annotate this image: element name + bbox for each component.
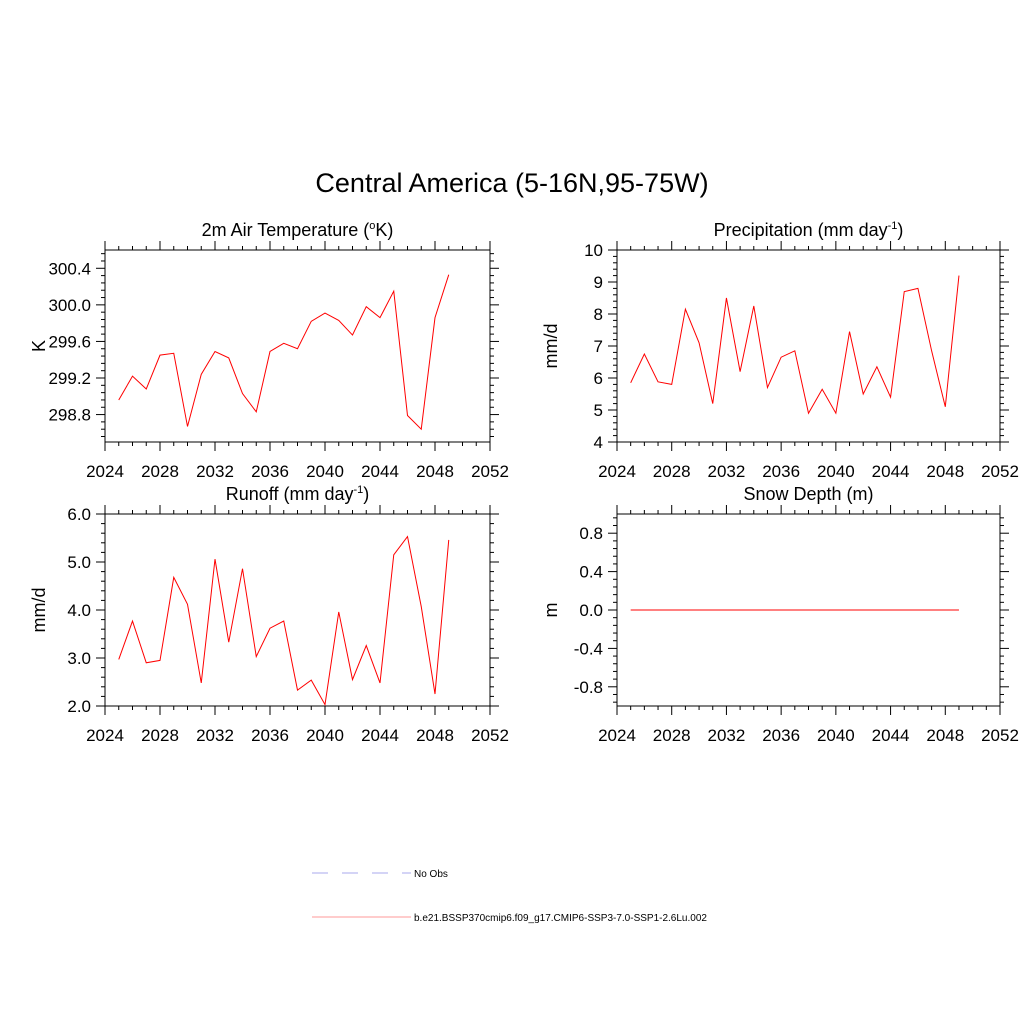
x-tick-label: 2052 [981, 462, 1019, 481]
x-tick-label: 2052 [981, 726, 1019, 745]
panel-0: 2m Air Temperature (oK) K 2024 2028 2032 2036… [29, 220, 509, 481]
y-tick-label: 300.0 [48, 296, 91, 315]
panel-1: Precipitation (mm day-1) mm/d 2024 2028 2032… [541, 220, 1019, 481]
x-tick-label: 2044 [872, 462, 910, 481]
y-tick-label: 6 [594, 369, 603, 388]
x-tick-label: 2032 [196, 726, 234, 745]
x-tick-label: 2036 [251, 462, 289, 481]
y-tick-label: 0.0 [579, 601, 603, 620]
series-line [630, 275, 960, 415]
panel-title: Snow Depth (m) [743, 484, 873, 504]
x-tick-label: 2028 [653, 726, 691, 745]
y-tick-label: 5.0 [67, 553, 91, 572]
x-tick-label: 2048 [416, 462, 454, 481]
x-tick-label: 2040 [817, 726, 855, 745]
x-tick-label: 2040 [817, 462, 855, 481]
y-tick-label: -0.8 [574, 678, 603, 697]
y-tick-label: 300.4 [48, 259, 91, 278]
y-tick-label: 6.0 [67, 505, 91, 524]
x-tick-label: 2044 [361, 726, 399, 745]
series-line [118, 274, 450, 431]
y-tick-label: -0.4 [574, 639, 603, 658]
x-tick-label: 2044 [872, 726, 910, 745]
x-tick-label: 2028 [141, 462, 179, 481]
panel-3: Snow Depth (m) m 2024 2028 2032 2036 2040 2044 2… [541, 484, 1019, 745]
x-tick-label: 2024 [598, 462, 636, 481]
plot-frame [104, 249, 491, 443]
panel-title: Runoff (mm day-1) [226, 484, 370, 504]
series-line [118, 535, 450, 707]
y-tick-label: 8 [594, 305, 603, 324]
x-tick-label: 2032 [708, 726, 746, 745]
x-tick-label: 2036 [762, 462, 800, 481]
y-axis-label: m [541, 603, 561, 618]
y-tick-label: 9 [594, 273, 603, 292]
panel-title: 2m Air Temperature (oK) [202, 220, 394, 240]
y-tick-label: 298.8 [48, 406, 91, 425]
x-tick-label: 2024 [86, 726, 124, 745]
x-tick-label: 2024 [598, 726, 636, 745]
y-axis-label: mm/d [541, 324, 561, 369]
y-tick-label: 3.0 [67, 649, 91, 668]
y-tick-label: 7 [594, 337, 603, 356]
y-tick-label: 10 [584, 241, 603, 260]
y-tick-label: 299.6 [48, 332, 91, 351]
panel-title: Precipitation (mm day-1) [714, 220, 904, 240]
x-tick-label: 2028 [653, 462, 691, 481]
y-tick-label: 5 [594, 401, 603, 420]
x-tick-label: 2052 [471, 462, 509, 481]
x-tick-label: 2028 [141, 726, 179, 745]
figure-title: Central America (5-16N,95-75W) [315, 168, 709, 198]
x-tick-label: 2048 [416, 726, 454, 745]
x-tick-label: 2048 [926, 462, 964, 481]
x-tick-label: 2040 [306, 726, 344, 745]
y-tick-label: 2.0 [67, 697, 91, 716]
y-tick-label: 0.8 [579, 524, 603, 543]
y-axis-label: K [29, 340, 49, 352]
y-tick-label: 0.4 [579, 563, 603, 582]
y-tick-label: 299.2 [48, 369, 91, 388]
x-tick-label: 2036 [762, 726, 800, 745]
x-tick-label: 2032 [708, 462, 746, 481]
x-tick-label: 2036 [251, 726, 289, 745]
x-tick-label: 2044 [361, 462, 399, 481]
y-tick-label: 4.0 [67, 601, 91, 620]
x-tick-label: 2032 [196, 462, 234, 481]
x-tick-label: 2024 [86, 462, 124, 481]
x-tick-label: 2048 [926, 726, 964, 745]
x-tick-label: 2052 [471, 726, 509, 745]
y-tick-label: 4 [594, 433, 603, 452]
panel-2: Runoff (mm day-1) mm/d 2024 2028 2032 2036 204… [29, 484, 509, 745]
x-tick-label: 2040 [306, 462, 344, 481]
y-axis-label: mm/d [29, 588, 49, 633]
